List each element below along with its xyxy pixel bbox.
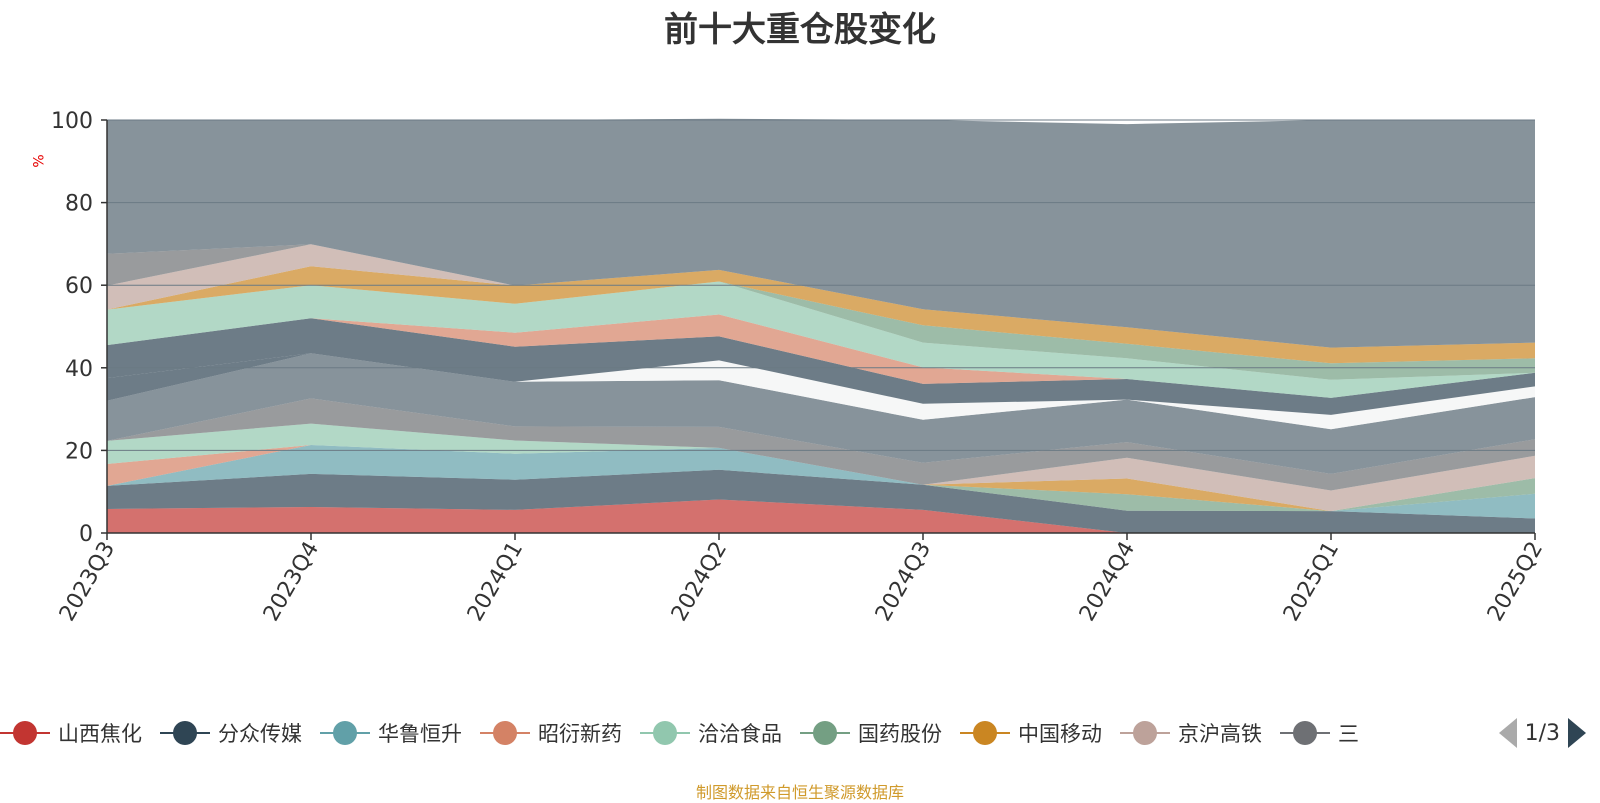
legend-item[interactable]: 昭衍新药 bbox=[480, 713, 622, 753]
legend-item[interactable]: 京沪高铁 bbox=[1120, 713, 1262, 753]
legend-item[interactable]: 华鲁恒升 bbox=[320, 713, 462, 753]
legend-prev-page-icon[interactable] bbox=[1498, 718, 1517, 748]
x-tick-label: 2024Q1 bbox=[463, 538, 528, 626]
area-series-15 bbox=[107, 281, 1535, 380]
legend-label: 洽洽食品 bbox=[698, 722, 782, 746]
x-tick-label: 2025Q1 bbox=[1279, 538, 1344, 626]
legend-item[interactable]: 中国移动 bbox=[960, 713, 1102, 753]
y-tick-label: 20 bbox=[65, 439, 93, 464]
legend-label: 分众传媒 bbox=[218, 722, 302, 746]
y-tick-label: 60 bbox=[65, 274, 93, 299]
area-series-2 bbox=[107, 445, 1535, 519]
legend-label: 华鲁恒升 bbox=[378, 722, 462, 746]
area-series-16 bbox=[107, 266, 1535, 364]
legend-label: 京沪高铁 bbox=[1178, 722, 1262, 746]
legend-marker-icon bbox=[800, 721, 850, 745]
legend-marker-icon bbox=[1120, 721, 1170, 745]
y-tick-label: 0 bbox=[79, 522, 93, 547]
y-tick-label: 80 bbox=[65, 192, 93, 217]
x-tick-label: 2024Q2 bbox=[667, 538, 732, 626]
source-footnote: 制图数据来自恒生聚源数据库 bbox=[695, 783, 904, 802]
legend-item[interactable]: 山西焦化 bbox=[0, 713, 142, 753]
area-series-layer bbox=[107, 118, 1535, 533]
legend-marker-icon bbox=[160, 721, 210, 745]
legend-item[interactable]: 三 bbox=[1280, 713, 1359, 753]
area-series-5 bbox=[107, 423, 1535, 512]
legend-next-page-icon[interactable] bbox=[1568, 718, 1586, 748]
x-tick-label: 2025Q2 bbox=[1483, 538, 1548, 626]
legend-label: 山西焦化 bbox=[58, 722, 142, 746]
legend-marker-icon bbox=[320, 721, 370, 745]
legend-label: 国药股份 bbox=[858, 722, 942, 746]
legend-label: 中国移动 bbox=[1018, 722, 1102, 746]
area-series-13 bbox=[107, 314, 1535, 398]
area-series-4 bbox=[107, 423, 1535, 512]
legend-marker-icon bbox=[640, 721, 690, 745]
legend-marker-icon bbox=[960, 721, 1010, 745]
area-series-14 bbox=[107, 281, 1535, 398]
y-tick-label: 40 bbox=[65, 357, 93, 382]
x-tick-label: 2023Q3 bbox=[55, 538, 120, 626]
legend-label: 三 bbox=[1338, 722, 1359, 746]
legend-pager: 1/3 bbox=[1491, 713, 1594, 753]
area-series-9 bbox=[107, 353, 1535, 474]
legend-marker-icon bbox=[0, 721, 50, 745]
x-tick-label: 2023Q4 bbox=[259, 538, 324, 626]
legend-marker-icon bbox=[480, 721, 530, 745]
legend-item[interactable]: 洽洽食品 bbox=[640, 713, 782, 753]
area-series-12 bbox=[107, 318, 1535, 415]
legend-items: 山西焦化 分众传媒 华鲁恒升 昭衍新药 洽洽食品 国药股份 中国移动 京沪高铁 三 bbox=[0, 713, 1465, 753]
stacked-area-chart: 0 20 40 60 80 100 2023Q3 2023Q4 2024Q1 2024Q2 2024… bbox=[51, 109, 1548, 626]
area-series-0 bbox=[107, 499, 1535, 533]
area-series-8 bbox=[107, 398, 1535, 491]
legend-label: 昭衍新药 bbox=[538, 722, 622, 746]
area-series-6 bbox=[107, 423, 1535, 512]
y-tick-label: 100 bbox=[51, 109, 93, 134]
area-series-18 bbox=[107, 244, 1535, 348]
x-tick-label: 2024Q4 bbox=[1075, 538, 1140, 626]
area-series-1 bbox=[107, 469, 1535, 533]
legend-item[interactable]: 分众传媒 bbox=[160, 713, 302, 753]
legend-page-indicator: 1/3 bbox=[1524, 720, 1560, 746]
chart-title: 前十大重仓股变化 bbox=[664, 10, 936, 50]
legend-marker-icon bbox=[1280, 721, 1330, 745]
gridlines bbox=[107, 119, 1535, 451]
area-series-19 bbox=[107, 118, 1535, 348]
x-tick-label: 2024Q3 bbox=[871, 538, 936, 626]
legend-item[interactable]: 国药股份 bbox=[800, 713, 942, 753]
area-series-10 bbox=[107, 353, 1535, 430]
area-series-3 bbox=[107, 445, 1535, 512]
legend: 山西焦化 分众传媒 华鲁恒升 昭衍新药 洽洽食品 国药股份 中国移动 京沪高铁 三 1/3 bbox=[0, 713, 1600, 753]
